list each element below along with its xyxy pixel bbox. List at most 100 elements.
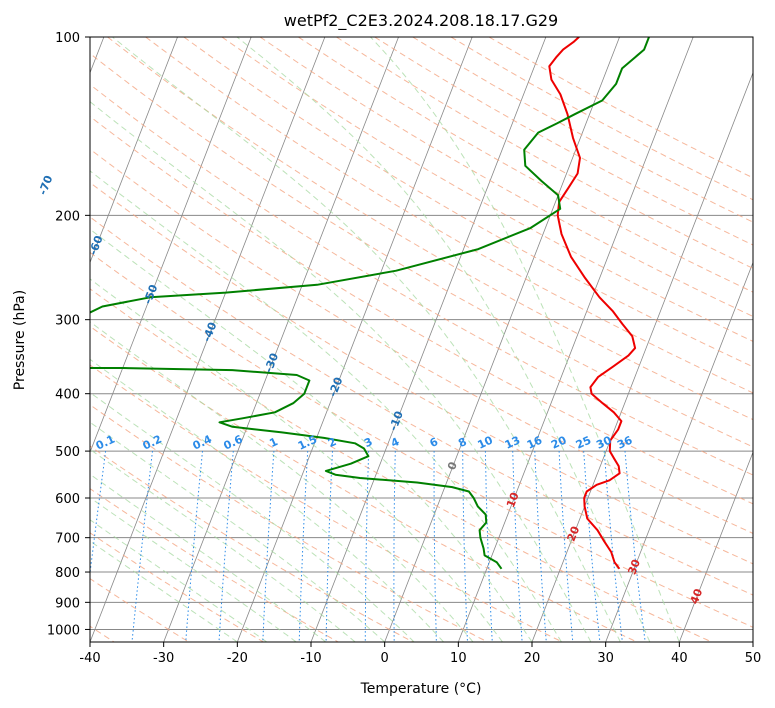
- dry-adiabat-label: -60: [86, 233, 105, 257]
- mixing-ratio-line: [512, 451, 523, 642]
- mixing-ratio-line: [218, 451, 234, 642]
- dry-adiabat-label: 40: [688, 587, 706, 606]
- mixing-ratio-label: 0.1: [94, 433, 117, 453]
- mixing-ratio-line: [131, 451, 153, 642]
- y-tick-label: 600: [55, 492, 80, 507]
- dry-adiabat-label: 0: [445, 460, 460, 472]
- moist-adiabat: [90, 497, 297, 642]
- x-tick-label: -10: [300, 651, 321, 666]
- mixing-ratio-label: 10: [476, 433, 496, 451]
- mixing-ratio-label: 13: [503, 434, 522, 452]
- isotherm-line: [163, 37, 399, 642]
- dry-adiabat-label: -30: [262, 351, 281, 375]
- moist-adiabat: [90, 421, 386, 642]
- x-axis-ticks: -40 -30 -20 -10 0 10 20 30 40 50: [79, 642, 761, 666]
- mixing-ratio-line: [90, 451, 107, 578]
- dry-adiabat: [90, 83, 753, 476]
- mixing-ratio-line: [583, 451, 601, 642]
- x-tick-label: 40: [671, 651, 688, 666]
- x-tick-label: 20: [524, 651, 541, 666]
- dry-adiabat: [90, 288, 712, 642]
- moist-adiabat: [90, 391, 415, 642]
- isotherm-line: [605, 261, 753, 642]
- dry-adiabat: [488, 37, 753, 179]
- dry-adiabat-label: -50: [141, 282, 160, 306]
- mixing-ratio-line: [325, 451, 333, 642]
- mixing-ratio-line: [484, 451, 493, 642]
- dry-adiabat: [90, 115, 753, 505]
- mixing-ratio-label: 0.6: [222, 432, 245, 452]
- isotherm-line: [90, 37, 252, 454]
- dry-adiabat: [90, 148, 753, 534]
- moist-adiabat: [112, 37, 621, 642]
- mixing-ratio-label: 25: [574, 434, 593, 452]
- moist-adiabat: [90, 321, 474, 642]
- mixing-ratio-line: [433, 451, 437, 642]
- mixing-ratio-line: [534, 451, 547, 642]
- y-tick-label: 500: [55, 445, 80, 460]
- mixing-ratio-line: [558, 451, 574, 642]
- x-axis-label: Temperature (°C): [360, 681, 482, 697]
- x-tick-label: 0: [381, 651, 389, 666]
- y-axis-ticks: 100 200 300 400 500 600 700 800 900 1000: [47, 31, 90, 638]
- mixing-ratio-label: 20: [549, 433, 569, 451]
- x-tick-label: -30: [153, 651, 174, 666]
- dry-adiabat-label: 20: [565, 524, 583, 543]
- mixing-ratio-line: [298, 451, 309, 642]
- moist-adiabat: [90, 358, 444, 642]
- moist-adiabat: [236, 37, 651, 642]
- line-labels-layer: -100-90-80-70-60-50-40-30-20-10010203040…: [36, 173, 706, 606]
- dry-adiabat: [90, 52, 753, 448]
- dry-adiabat: [90, 325, 638, 642]
- plot-frame: [89, 36, 754, 643]
- dry-adiabat: [90, 488, 339, 642]
- mixing-ratio-label: 6: [428, 435, 441, 450]
- y-axis-label: Pressure (hPa): [12, 290, 28, 390]
- dry-adiabat: [90, 364, 563, 642]
- x-tick-label: -40: [79, 651, 100, 666]
- isotherm-line: [752, 640, 753, 642]
- isotherm-line: [90, 37, 326, 642]
- dry-adiabat: [221, 37, 753, 342]
- mixing-ratio-label: 8: [456, 435, 468, 450]
- mixing-ratio-line: [603, 451, 623, 642]
- series-dewpoint-line: [90, 37, 650, 570]
- mixing-ratio-label: 0.4: [191, 432, 214, 452]
- moist-adiabat: [90, 540, 238, 642]
- dry-adiabat: [107, 37, 753, 421]
- isotherm-line: [90, 37, 178, 264]
- moist-adiabat: [90, 101, 592, 642]
- dry-adiabat-label: 10: [504, 490, 522, 509]
- dry-adiabat: [90, 181, 753, 565]
- moist-adiabat: [90, 473, 327, 642]
- moist-adiabat: [90, 448, 356, 642]
- dry-adiabat-label: 30: [625, 557, 643, 576]
- x-tick-label: -20: [227, 651, 248, 666]
- grid-layer: [90, 37, 753, 642]
- mixing-ratio-label: 1: [267, 435, 279, 450]
- mixing-ratio-label: 0.2: [141, 433, 164, 453]
- x-tick-label: 30: [597, 651, 614, 666]
- y-tick-label: 400: [55, 388, 80, 403]
- mixing-ratio-line: [364, 451, 370, 642]
- mixing-ratio-label: 30: [594, 433, 614, 451]
- series-layer: [90, 37, 650, 570]
- dry-adiabat: [90, 578, 190, 642]
- isotherm-line: [236, 37, 473, 642]
- x-tick-label: 50: [745, 651, 762, 666]
- moist-adiabat: [90, 519, 268, 642]
- dry-adiabat: [90, 404, 488, 642]
- dry-adiabat: [183, 37, 753, 368]
- mixing-ratio-label: 36: [615, 433, 635, 451]
- isotherm-line: [457, 37, 694, 642]
- moist-adiabat: [370, 37, 680, 642]
- isotherm-line: [531, 71, 753, 642]
- y-tick-label: 300: [55, 314, 80, 329]
- dry-adiabat: [336, 37, 753, 269]
- y-tick-label: 1000: [47, 623, 80, 638]
- y-tick-label: 800: [55, 566, 80, 581]
- mixing-ratio-label: 16: [525, 433, 545, 451]
- mixing-ratio-label: 4: [389, 435, 402, 450]
- dry-adiabat: [145, 37, 753, 394]
